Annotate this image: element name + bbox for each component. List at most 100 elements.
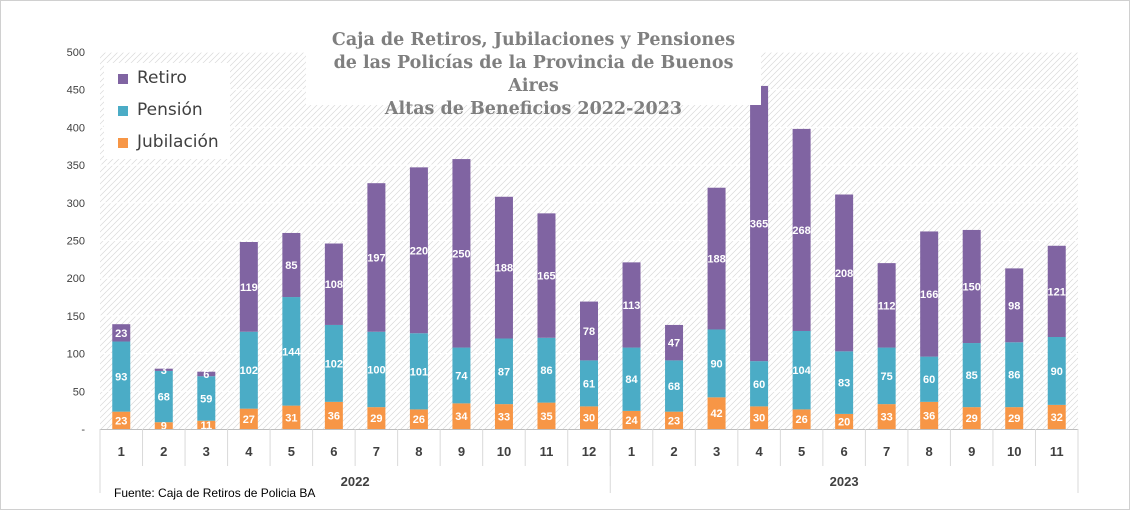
data-label-retiro: 188: [495, 263, 513, 275]
x-tick-label: 8: [926, 444, 933, 459]
data-label-retiro: 220: [410, 245, 428, 257]
legend-swatch-retiro: [118, 74, 128, 84]
chart-title: Caja de Retiros, Jubilaciones y Pensione…: [306, 27, 761, 119]
x-group-label: 2023: [830, 474, 859, 489]
data-label-jubilacion: 42: [710, 408, 722, 420]
bar-pension: [112, 341, 131, 412]
data-label-retiro: 3: [161, 365, 167, 377]
bar-retiro: [920, 231, 939, 357]
data-label-jubilacion: 29: [370, 413, 382, 425]
x-tick-label: 10: [497, 444, 511, 459]
data-label-retiro: 23: [115, 328, 127, 340]
x-tick-label: 6: [841, 444, 848, 459]
data-label-jubilacion: 30: [583, 413, 595, 425]
bar-retiro: [239, 242, 258, 332]
x-tick-label: 4: [245, 444, 253, 459]
bar-pension: [920, 356, 939, 402]
data-label-retiro: 150: [963, 281, 981, 293]
data-label-retiro: 365: [750, 219, 768, 231]
legend-label-jubilacion: Jubilación: [137, 132, 219, 152]
x-tick-label: 6: [330, 444, 337, 459]
bar-pension: [962, 343, 981, 408]
x-tick-label: 2: [160, 444, 167, 459]
x-tick-label: 11: [1050, 444, 1064, 459]
bar-retiro: [282, 232, 301, 298]
bar-jubilacion: [920, 401, 939, 429]
data-label-pension: 90: [1051, 366, 1063, 378]
data-label-jubilacion: 20: [838, 416, 850, 428]
bar-jubilacion: [707, 397, 726, 429]
x-tick-label: 12: [582, 444, 596, 459]
legend-label-retiro: Retiro: [137, 68, 187, 88]
x-tick-label: 2: [670, 444, 677, 459]
x-tick-label: 9: [458, 444, 465, 459]
data-label-jubilacion: 23: [668, 415, 680, 427]
data-label-retiro: 78: [583, 326, 595, 338]
x-tick-label: 5: [288, 444, 295, 459]
data-label-jubilacion: 36: [923, 410, 935, 422]
bar-retiro: [409, 167, 428, 334]
y-tick-label: 150: [67, 311, 85, 323]
y-tick-label: 500: [67, 47, 85, 59]
bar-jubilacion: [324, 401, 343, 429]
bar-retiro: [197, 371, 216, 377]
bar-retiro: [707, 187, 726, 330]
data-label-retiro: 119: [240, 282, 258, 294]
data-label-jubilacion: 24: [625, 415, 638, 427]
bar-jubilacion: [537, 402, 556, 429]
bar-retiro: [1047, 245, 1066, 338]
bar-pension: [707, 329, 726, 398]
bar-retiro: [877, 263, 896, 348]
y-tick-label: 200: [67, 273, 85, 285]
data-label-retiro: 188: [707, 254, 725, 266]
data-label-retiro: 166: [920, 289, 938, 301]
bar-pension: [877, 347, 896, 405]
data-label-retiro: 6: [203, 369, 209, 381]
y-tick-label: 100: [67, 349, 85, 361]
data-label-retiro: 121: [1048, 286, 1066, 298]
data-label-retiro: 85: [285, 260, 297, 272]
data-label-pension: 68: [158, 392, 170, 404]
data-label-pension: 60: [753, 379, 765, 391]
bar-pension: [835, 351, 854, 414]
y-tick-label: 250: [67, 236, 85, 248]
data-label-pension: 102: [240, 365, 258, 377]
bar-retiro: [324, 243, 343, 325]
legend-swatch-pension: [118, 106, 128, 116]
y-tick-label: 400: [67, 122, 85, 134]
title-line-3: Altas de Beneficios 2022-2023: [384, 99, 683, 119]
data-label-jubilacion: 26: [413, 414, 425, 426]
x-tick-label: 3: [713, 444, 720, 459]
legend: Retiro Pensión Jubilación: [104, 63, 230, 159]
bar-pension: [1047, 337, 1066, 405]
data-label-pension: 68: [668, 381, 680, 393]
data-label-retiro: 197: [367, 252, 385, 264]
data-label-pension: 144: [282, 346, 301, 358]
x-tick-label: 7: [373, 444, 380, 459]
bar-jubilacion: [962, 407, 981, 429]
data-label-pension: 83: [838, 378, 850, 390]
bar-jubilacion: [622, 410, 641, 429]
bar-pension: [494, 338, 513, 405]
bar-retiro: [112, 324, 131, 342]
data-label-pension: 93: [115, 372, 127, 384]
data-label-pension: 90: [710, 358, 722, 370]
bar-pension: [622, 347, 641, 411]
bar-retiro: [1005, 268, 1024, 343]
data-label-jubilacion: 34: [455, 411, 468, 423]
data-label-pension: 84: [625, 374, 638, 386]
bar-retiro: [792, 128, 811, 331]
data-label-jubilacion: 36: [328, 410, 340, 422]
bar-retiro: [154, 368, 173, 371]
bar-pension: [239, 331, 258, 409]
data-label-retiro: 113: [623, 300, 641, 312]
bar-retiro: [835, 194, 854, 352]
source-note: Fuente: Caja de Retiros de Policia BA: [114, 486, 316, 500]
x-tick-label: 4: [755, 444, 763, 459]
data-label-retiro: 208: [835, 268, 853, 280]
title-line-2: de las Policías de la Provincia de Bueno…: [333, 53, 734, 96]
title-line-1: Caja de Retiros, Jubilaciones y Pensione…: [331, 30, 736, 50]
data-label-retiro: 47: [668, 338, 680, 350]
data-label-pension: 60: [923, 374, 935, 386]
